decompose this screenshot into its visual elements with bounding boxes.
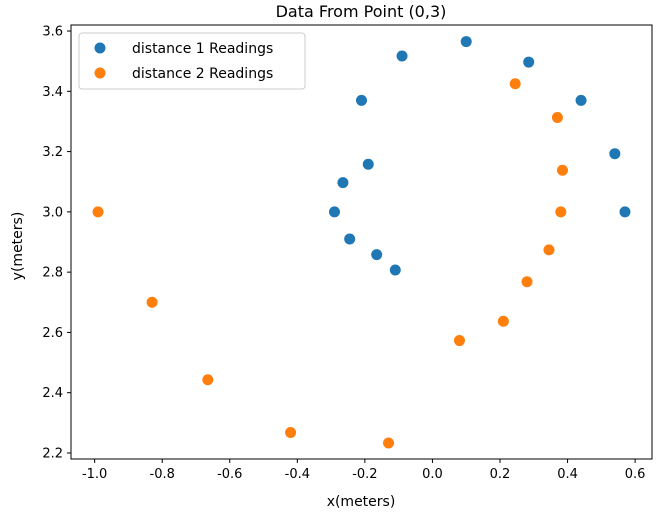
data-point [509, 78, 521, 90]
x-tick-label: -1.0 [82, 467, 107, 482]
data-point [362, 158, 374, 170]
data-point [371, 249, 383, 261]
chart-title: Data From Point (0,3) [276, 2, 447, 21]
data-point [396, 50, 408, 62]
y-tick-label: 2.6 [42, 326, 63, 341]
data-point [551, 112, 563, 124]
series-1-points [328, 36, 631, 276]
y-tick-label: 3.6 [42, 25, 63, 40]
x-tick-label: -0.4 [285, 467, 310, 482]
y-tick-label: 3.2 [42, 145, 63, 160]
data-point [92, 206, 104, 218]
data-point [543, 244, 555, 256]
y-tick-label: 2.2 [42, 446, 63, 461]
data-point [146, 296, 158, 308]
data-point [285, 426, 297, 438]
data-point [619, 206, 631, 218]
data-point [523, 56, 535, 68]
legend-label: distance 2 Readings [132, 66, 273, 82]
data-point [556, 164, 568, 176]
data-points [92, 36, 631, 449]
data-point [460, 36, 472, 48]
x-tick-label: 0.2 [490, 467, 511, 482]
data-point [202, 374, 214, 386]
y-tick-label: 2.8 [42, 266, 63, 281]
x-tick-label: -0.8 [150, 467, 175, 482]
legend-box [78, 32, 306, 90]
legend-label: distance 1 Readings [132, 41, 273, 57]
data-point [328, 206, 340, 218]
data-point [555, 206, 567, 218]
data-point [337, 177, 349, 189]
y-axis-label: y(meters) [10, 212, 26, 281]
legend: distance 1 Readings distance 2 Readings [78, 32, 306, 90]
legend-marker [94, 67, 106, 79]
y-tick-label: 3.4 [42, 85, 63, 100]
x-tick-label: 0.6 [625, 467, 646, 482]
data-point [521, 276, 533, 288]
x-tick-label: -0.6 [217, 467, 242, 482]
y-axis: 2.2 2.4 2.6 2.8 3.0 3.2 3.4 3.6 [42, 25, 71, 461]
data-point [609, 148, 621, 160]
x-axis-label: x(meters) [327, 494, 396, 510]
x-axis: -1.0 -0.8 -0.6 -0.4 -0.2 0.0 0.2 0.4 0.6 [82, 459, 645, 482]
data-point [497, 315, 509, 327]
y-tick-label: 3.0 [42, 205, 63, 220]
data-point [356, 94, 367, 106]
x-tick-label: 0.4 [557, 467, 578, 482]
data-point [389, 264, 401, 276]
x-tick-label: -0.2 [352, 467, 377, 482]
series-2-points [92, 78, 568, 449]
data-point [453, 335, 465, 347]
data-point [344, 233, 356, 245]
x-tick-label: 0.0 [422, 467, 443, 482]
y-tick-label: 2.4 [42, 386, 63, 401]
legend-marker [94, 42, 106, 54]
plot-area-frame [70, 24, 653, 460]
data-point [383, 437, 395, 449]
data-point [575, 94, 587, 106]
